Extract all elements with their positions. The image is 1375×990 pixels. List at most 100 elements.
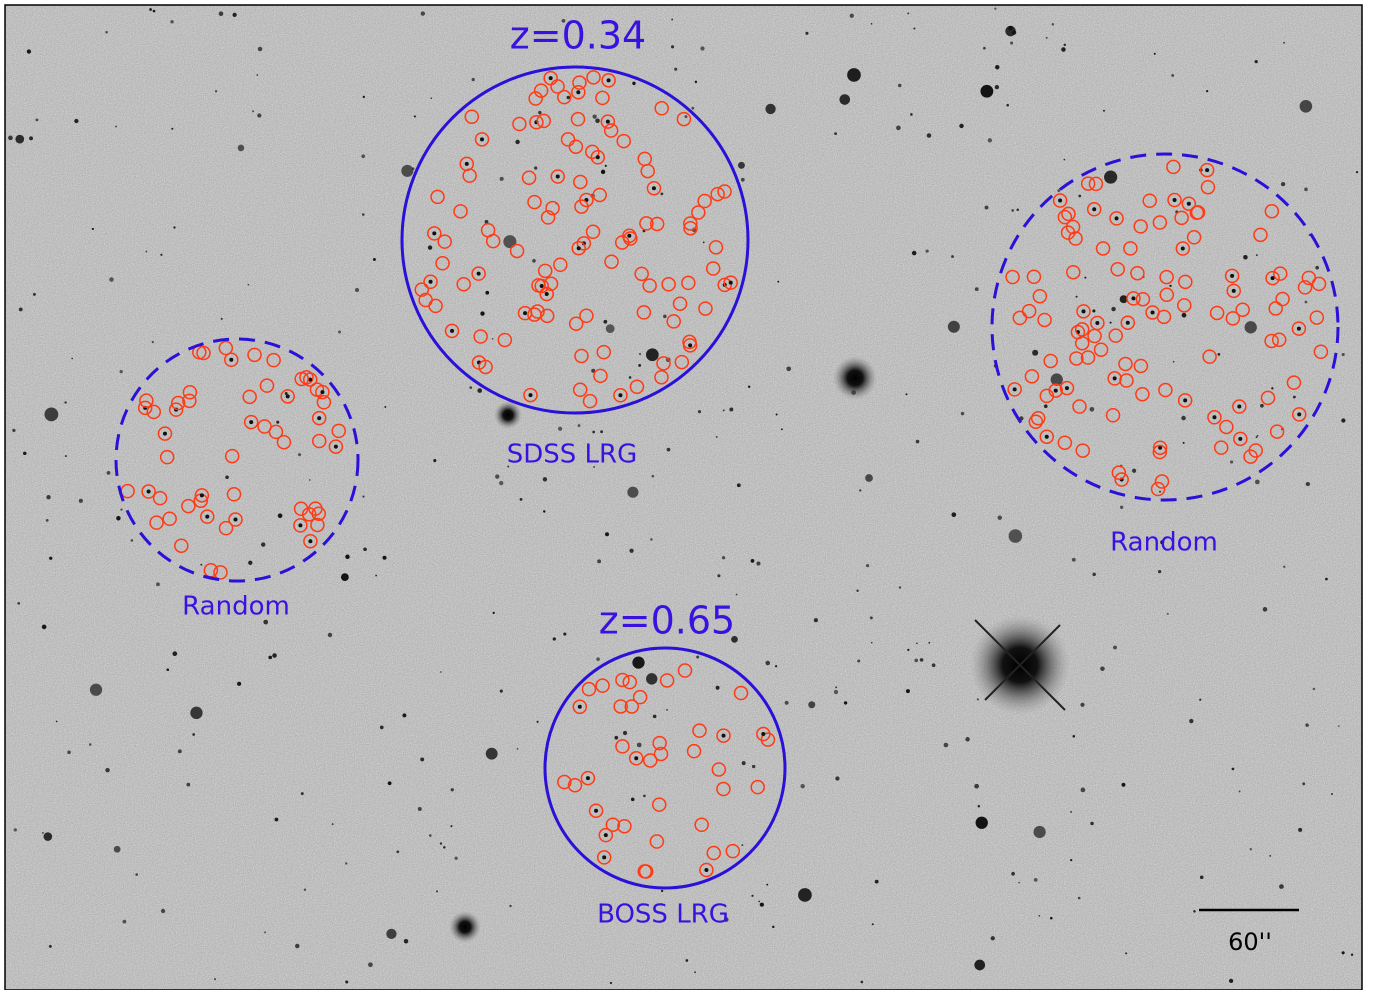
galaxy-marker (716, 781, 731, 797)
galaxy-marker (1135, 291, 1151, 307)
star (1304, 300, 1308, 304)
star (1283, 41, 1285, 44)
star (916, 642, 918, 645)
galaxy-marker (572, 75, 587, 90)
galaxy-core (308, 377, 313, 382)
galaxy-marker (509, 243, 525, 259)
galaxy-marker (1209, 305, 1225, 321)
star (834, 132, 837, 136)
star (666, 447, 671, 452)
star (171, 127, 174, 130)
star (694, 80, 698, 84)
star (67, 750, 71, 755)
star (722, 409, 725, 412)
galaxy-core (761, 732, 766, 737)
star (1231, 767, 1235, 771)
galaxy-marker (521, 170, 537, 185)
galaxy-marker (596, 344, 612, 360)
galaxy-marker (639, 216, 654, 231)
star (987, 138, 993, 143)
galaxy-core (539, 283, 544, 288)
galaxy-marker (550, 79, 565, 94)
galaxy-marker (581, 681, 597, 697)
galaxy-marker (1159, 269, 1174, 285)
galaxy-core (229, 357, 234, 362)
galaxy-marker (528, 91, 543, 106)
star (1298, 827, 1303, 832)
galaxy-marker (590, 150, 606, 165)
galaxy-marker (723, 275, 738, 290)
galaxy-marker (604, 254, 619, 269)
star (784, 700, 789, 705)
star (740, 177, 745, 182)
star (1051, 23, 1055, 26)
star (480, 311, 485, 316)
galaxy-marker (315, 384, 330, 400)
star (345, 980, 349, 984)
star (684, 115, 688, 119)
star (751, 894, 754, 897)
star (874, 879, 879, 884)
star (614, 735, 619, 740)
star (1033, 825, 1046, 839)
star (774, 665, 778, 668)
galaxy-marker (571, 84, 586, 100)
star (865, 474, 873, 482)
star (264, 931, 267, 934)
star (736, 483, 741, 488)
star (130, 539, 134, 542)
star (1016, 208, 1020, 212)
galaxy-core (1205, 168, 1210, 173)
star (751, 764, 756, 769)
galaxy-marker (141, 484, 156, 499)
star (1018, 881, 1021, 884)
star (190, 706, 203, 719)
galaxy-marker (1119, 373, 1134, 388)
star (499, 689, 503, 693)
star (420, 757, 425, 762)
galaxy-core (450, 328, 455, 333)
star (1050, 373, 1063, 386)
galaxy-marker (568, 139, 584, 154)
star (915, 439, 920, 444)
star (29, 136, 33, 141)
galaxy-marker (1177, 298, 1192, 313)
star (1043, 404, 1048, 409)
galaxy-marker (1059, 380, 1075, 396)
star (931, 663, 936, 668)
galaxy-core (1183, 398, 1188, 403)
star (485, 290, 490, 295)
star (303, 888, 307, 891)
galaxy-marker (159, 449, 175, 465)
galaxy-marker (527, 307, 542, 322)
star (907, 648, 910, 651)
star (1070, 859, 1073, 862)
star (417, 806, 422, 811)
galaxy-marker (1133, 358, 1149, 374)
galaxy-marker (1271, 332, 1287, 347)
galaxy-marker (536, 113, 551, 129)
star (186, 782, 191, 787)
star (561, 19, 566, 23)
galaxy-marker (1265, 270, 1280, 286)
star (499, 176, 504, 181)
star (237, 144, 245, 152)
star (839, 94, 851, 105)
star (503, 235, 517, 249)
star (300, 792, 304, 796)
galaxy-marker (1313, 344, 1329, 359)
galaxy-marker (226, 487, 242, 502)
galaxy-marker (1130, 265, 1145, 281)
star (491, 338, 494, 340)
star (670, 45, 675, 49)
galaxy-marker (1109, 211, 1124, 226)
star (35, 118, 39, 122)
galaxy-marker (1286, 375, 1302, 390)
galaxy-marker (242, 389, 257, 405)
galaxy-marker (200, 509, 215, 524)
star (765, 103, 776, 115)
star (387, 781, 392, 786)
galaxy-core (1095, 320, 1100, 325)
star (577, 424, 581, 428)
galaxy-marker (427, 226, 442, 241)
